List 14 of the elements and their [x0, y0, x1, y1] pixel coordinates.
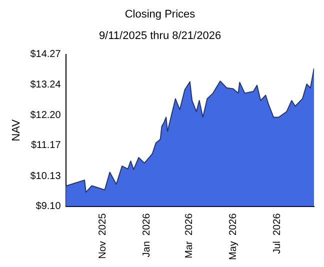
- chart-subtitle: 9/11/2025 thru 8/21/2026: [98, 30, 222, 42]
- y-tick-label: $13.24: [30, 79, 62, 90]
- x-tick-label: Jul 2026: [272, 212, 283, 254]
- y-tick-label: $11.17: [30, 140, 62, 152]
- x-tick-label: Mar 2026: [184, 212, 195, 258]
- y-tick-label: $9.10: [36, 201, 62, 212]
- y-axis-title: NAV: [10, 118, 23, 142]
- chart-title: Closing Prices: [124, 8, 196, 21]
- x-tick-label: Jan 2026: [141, 212, 152, 258]
- x-tick-label: Nov 2025: [97, 212, 108, 259]
- y-tick-label: $10.13: [30, 170, 62, 182]
- y-tick-label: $14.27: [30, 49, 62, 60]
- x-tick-label: May 2026: [228, 212, 239, 260]
- y-tick-label: $12.20: [30, 110, 62, 121]
